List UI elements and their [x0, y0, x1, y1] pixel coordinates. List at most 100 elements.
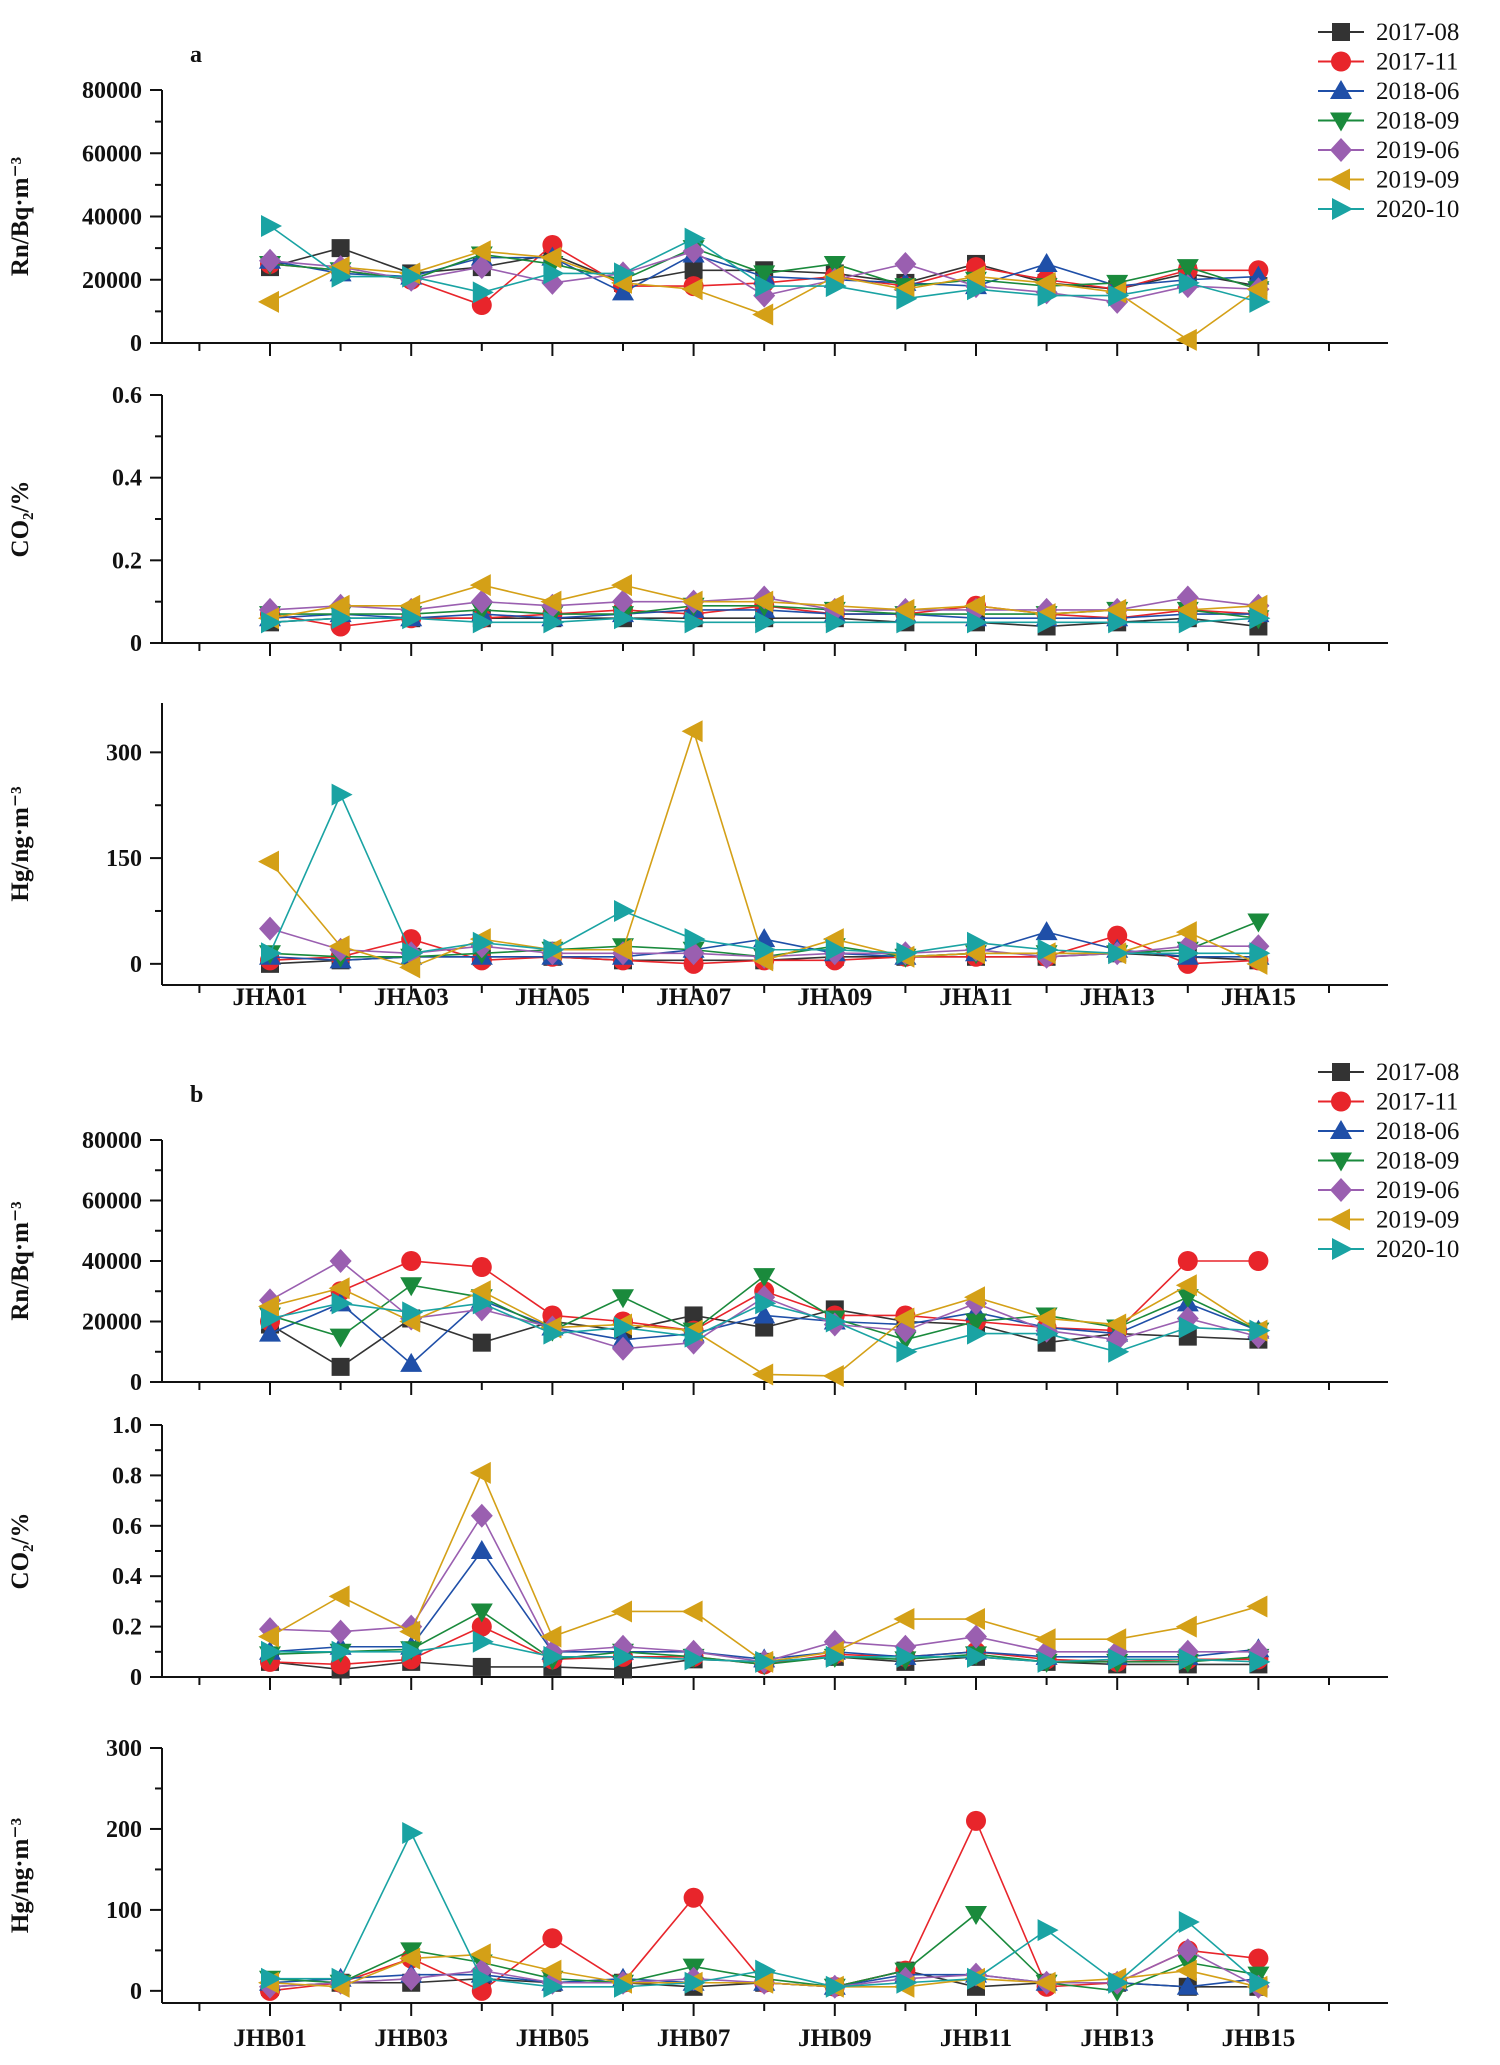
- legend-item: 2020-10: [1318, 1236, 1459, 1263]
- data-point: [967, 1322, 988, 1345]
- data-point: [261, 214, 282, 237]
- data-point: [1246, 1595, 1268, 1618]
- series-2020-10: [261, 1630, 1271, 1673]
- data-point: [964, 594, 985, 617]
- data-point: [331, 239, 350, 258]
- data-point: [1175, 328, 1197, 351]
- y-tick-label: 0.4: [112, 1564, 142, 1590]
- subplot-2: 0 0.2 0.4 0.6 0.8 1.0 CO₂/%: [7, 1413, 1388, 1691]
- data-point: [683, 1887, 704, 1908]
- data-point: [402, 607, 424, 630]
- x-tick-label: JHA11: [939, 984, 1013, 1011]
- y-axis-label: CO₂/%: [7, 481, 34, 558]
- data-point: [470, 1503, 493, 1528]
- data-point: [966, 1810, 986, 1831]
- y-axis-label: Hg/ng·m⁻³: [7, 786, 34, 901]
- data-point: [967, 278, 988, 301]
- y-tick-label: 0.6: [112, 383, 142, 409]
- data-point: [894, 251, 917, 276]
- data-point: [472, 1657, 491, 1676]
- data-point: [964, 942, 985, 965]
- data-point: [1035, 252, 1058, 272]
- data-point: [543, 938, 565, 961]
- x-tick-labels: JHB01 JHB03 JHB05 JHB07 JHB09 JHB11 JHB13 JHB15: [233, 2025, 1295, 2052]
- data-point: [893, 1307, 915, 1330]
- legend-marker: [1330, 1178, 1352, 1202]
- data-point: [825, 1975, 847, 1998]
- data-point: [399, 1947, 421, 1970]
- data-point: [470, 589, 493, 614]
- data-point: [471, 1257, 492, 1278]
- subplot-1: 0 20000 40000 60000 80000 Rn/Bq·m⁻³: [7, 1128, 1388, 1396]
- data-point: [1176, 1975, 1199, 1995]
- data-point: [261, 1640, 282, 1663]
- data-point: [967, 1967, 988, 1990]
- data-point: [681, 720, 703, 743]
- data-point: [401, 929, 422, 950]
- legend-item: 2018-06: [1318, 1118, 1459, 1145]
- legend-item: 2019-06: [1318, 137, 1459, 164]
- data-point: [329, 1328, 352, 1348]
- data-point: [965, 1905, 987, 1925]
- x-tick-label: JHA13: [1080, 984, 1155, 1011]
- legend-label: 2017-11: [1376, 1089, 1458, 1116]
- data-point: [614, 607, 635, 630]
- x-tick-label: JHB09: [798, 2025, 872, 2052]
- data-point: [399, 1620, 421, 1643]
- y-tick-label: 200: [106, 1817, 142, 1843]
- data-point: [543, 611, 565, 634]
- data-point: [328, 935, 350, 958]
- data-point: [684, 1648, 706, 1671]
- x-tick-labels: JHA01 JHA03 JHA05 JHA07 JHA09 JHA11 JHA13 JHA15: [233, 984, 1296, 1011]
- y-tick-label: 40000: [82, 1249, 142, 1275]
- data-point: [402, 942, 424, 965]
- data-point: [472, 281, 494, 304]
- y-tick-label: 0: [130, 1370, 142, 1396]
- data-point: [611, 574, 632, 597]
- data-point: [261, 942, 282, 965]
- data-point: [469, 1943, 491, 1966]
- legend-marker: [1329, 1208, 1350, 1231]
- data-point: [258, 850, 279, 873]
- data-point: [1175, 1959, 1197, 1982]
- data-point: [753, 1268, 776, 1288]
- y-tick-label: 40000: [82, 205, 142, 231]
- data-point: [1037, 284, 1059, 307]
- data-point: [681, 278, 703, 301]
- data-point: [1037, 938, 1059, 961]
- data-point: [1175, 1615, 1197, 1638]
- data-point: [753, 265, 776, 285]
- data-point: [469, 1461, 491, 1484]
- data-point: [612, 1289, 634, 1309]
- data-point: [614, 1645, 635, 1668]
- data-point: [822, 1364, 844, 1387]
- series-2020-10: [261, 214, 1271, 313]
- y-tick-label: 20000: [82, 1310, 142, 1336]
- data-point: [259, 248, 281, 273]
- data-point: [684, 227, 706, 250]
- data-point: [540, 1959, 562, 1982]
- legend-item: 2017-11: [1318, 1089, 1458, 1116]
- y-tick-label: 0: [130, 952, 142, 978]
- data-point: [684, 1971, 706, 1994]
- legend-marker: [1330, 1152, 1352, 1172]
- x-tick-label: JHB13: [1080, 2025, 1154, 2052]
- data-point: [1034, 1628, 1056, 1651]
- data-point: [470, 1603, 493, 1623]
- legend-label: 2018-06: [1376, 1118, 1459, 1145]
- data-point: [896, 942, 918, 965]
- series-2020-10: [261, 1292, 1271, 1363]
- data-point: [540, 246, 562, 269]
- data-point: [893, 1608, 915, 1631]
- legend-label: 2017-11: [1376, 49, 1458, 76]
- legend-marker: [1332, 1238, 1353, 1260]
- data-point: [469, 240, 491, 263]
- data-point: [542, 1928, 563, 1949]
- data-point: [1037, 1322, 1059, 1345]
- y-tick-label: 0: [130, 1665, 142, 1691]
- data-point: [331, 1357, 350, 1376]
- legend-marker: [1330, 80, 1352, 99]
- data-point: [1249, 942, 1271, 965]
- data-point: [1105, 1313, 1127, 1336]
